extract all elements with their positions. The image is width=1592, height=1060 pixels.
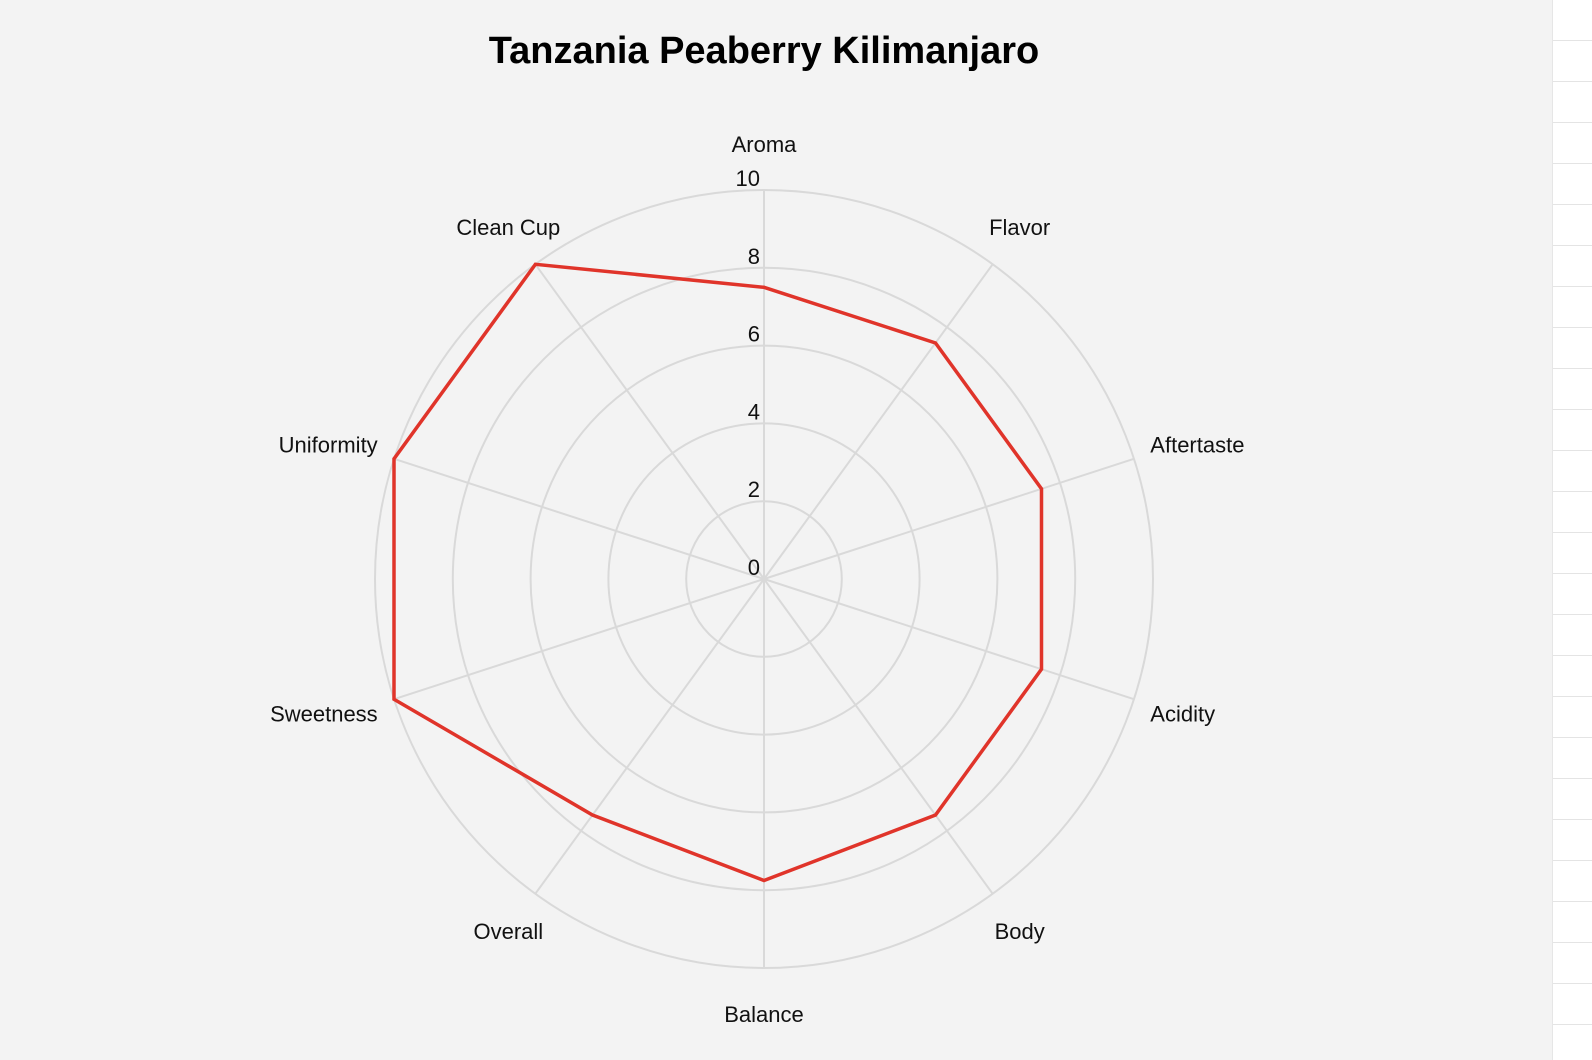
- tick-label-2: 2: [748, 477, 760, 502]
- series-point-uniformity: [392, 457, 396, 461]
- grid-layer: [374, 189, 1154, 969]
- axis-label-sweetness: Sweetness: [270, 701, 378, 726]
- series-point-sweetness: [392, 697, 396, 701]
- spoke-body: [763, 578, 994, 895]
- side-panel-edge: [1552, 0, 1592, 1060]
- series-point-flavor: [933, 341, 937, 345]
- spoke-uniformity: [393, 457, 765, 580]
- radar-chart: 0 2 4 6 8 10 Aroma Flavor Aftertaste Acidity Body B…: [270, 132, 1244, 1027]
- axis-label-aroma: Aroma: [732, 132, 798, 157]
- axis-label-balance: Balance: [724, 1002, 804, 1027]
- chart-title: Tanzania Peaberry Kilimanjaro: [488, 30, 1040, 72]
- tick-label-10: 10: [736, 166, 760, 191]
- series-point-aftertaste: [1039, 487, 1043, 491]
- series-line-0: [392, 262, 1044, 883]
- axis-label-body: Body: [995, 919, 1045, 944]
- series-point-overall: [591, 813, 595, 817]
- tick-label-8: 8: [748, 244, 760, 269]
- axis-label-overall: Overall: [473, 919, 543, 944]
- axis-label-clean-cup: Clean Cup: [456, 215, 560, 240]
- series-point-clean-cup: [533, 262, 537, 266]
- tick-label-0: 0: [748, 555, 760, 580]
- series-point-balance: [762, 878, 766, 882]
- series-layer: [392, 262, 1044, 883]
- spoke-flavor: [763, 263, 994, 580]
- series-point-body: [933, 813, 937, 817]
- axis-label-acidity: Acidity: [1150, 701, 1215, 726]
- axis-label-aftertaste: Aftertaste: [1150, 433, 1244, 458]
- tick-label-6: 6: [748, 322, 760, 347]
- spoke-clean-cup: [534, 263, 765, 580]
- series-point-acidity: [1039, 667, 1043, 671]
- label-layer: 0 2 4 6 8 10 Aroma Flavor Aftertaste Acidity Body B…: [270, 132, 1244, 1027]
- spoke-sweetness: [393, 578, 765, 701]
- spoke-acidity: [763, 578, 1135, 701]
- axis-label-flavor: Flavor: [989, 215, 1050, 240]
- axis-label-uniformity: Uniformity: [279, 433, 378, 458]
- spoke-overall: [534, 578, 765, 895]
- spoke-aftertaste: [763, 457, 1135, 580]
- tick-label-4: 4: [748, 399, 760, 424]
- series-point-aroma: [762, 285, 766, 289]
